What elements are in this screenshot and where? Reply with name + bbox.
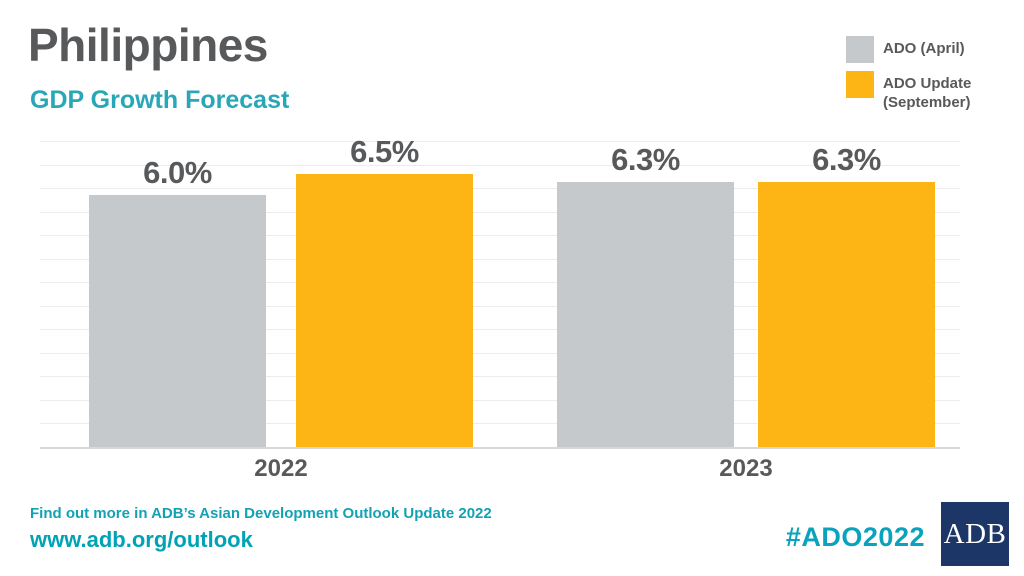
bar-ado-update-2023 <box>758 181 935 447</box>
bar-value-label: 6.5% <box>350 133 419 169</box>
x-axis-line <box>40 446 960 449</box>
gridline <box>40 376 960 377</box>
legend-swatch-gray <box>846 36 874 63</box>
gridline <box>40 305 960 307</box>
legend-label: ADO (April) <box>883 40 965 57</box>
hashtag: #ADO2022 <box>785 522 925 552</box>
bar-ado-april-2023 <box>557 181 734 447</box>
gridline <box>40 211 960 213</box>
bar-ado-april-2022 <box>89 194 266 447</box>
gridline <box>40 235 960 236</box>
page-title: Philippines <box>28 19 268 71</box>
bar-value-label: 6.0% <box>143 154 212 190</box>
gridline <box>40 141 960 142</box>
gridline <box>40 423 960 424</box>
gridline <box>40 164 960 166</box>
legend-swatch-orange <box>846 71 874 98</box>
gridline <box>40 399 960 401</box>
gridline <box>40 188 960 189</box>
x-axis-label: 2022 <box>254 454 308 482</box>
legend-item-ado-update: ADO Update (September) <box>846 71 1006 112</box>
bar-ado-update-2022 <box>296 173 473 447</box>
adb-logo: ADB <box>941 502 1009 566</box>
adb-logo-text: ADB <box>943 517 1007 550</box>
gridline <box>40 352 960 354</box>
legend: ADO (April) ADO Update (September) <box>846 36 1006 120</box>
bar-value-label: 6.3% <box>812 141 881 177</box>
footer-url: www.adb.org/outlook <box>30 527 253 552</box>
bar-value-label: 6.3% <box>611 141 680 177</box>
gridline <box>40 329 960 330</box>
x-axis-label: 2023 <box>719 454 773 482</box>
legend-item-ado-april: ADO (April) <box>846 36 1006 63</box>
gridline <box>40 282 960 283</box>
legend-label: ADO Update (September) <box>883 75 972 111</box>
gridline <box>40 258 960 260</box>
chart-subtitle: GDP Growth Forecast <box>30 86 290 114</box>
footer-note: Find out more in ADB’s Asian Development… <box>30 505 492 522</box>
